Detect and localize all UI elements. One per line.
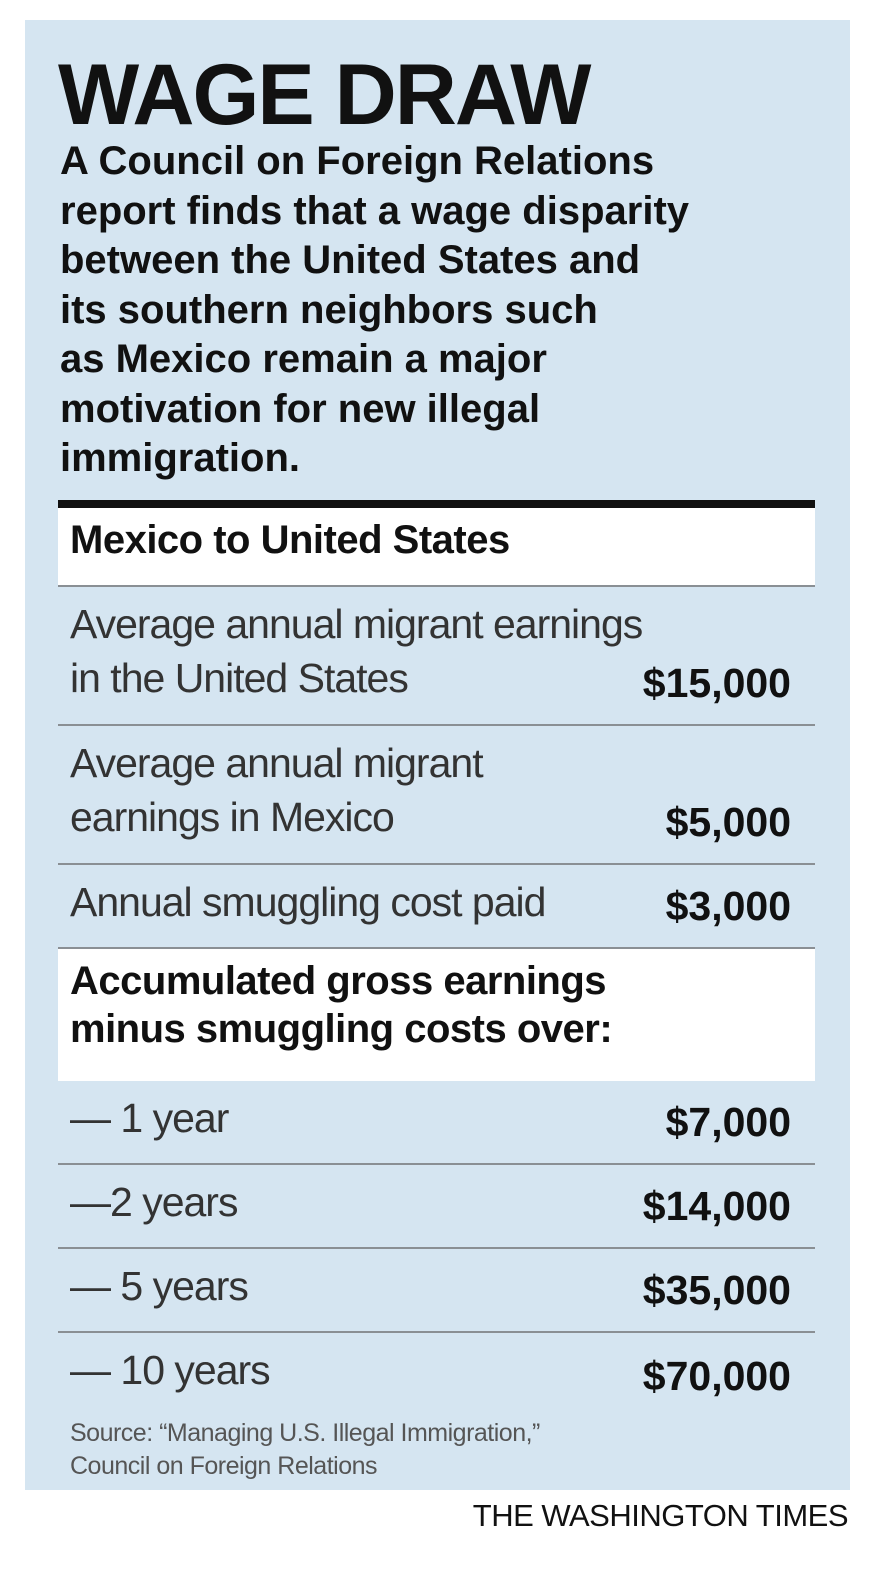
row-label: —2 years <box>70 1179 238 1225</box>
heading-line: Accumulated gross earnings <box>70 959 607 1003</box>
section-heading: Mexico to United States <box>58 508 815 587</box>
row-label: — 1 year <box>70 1095 229 1141</box>
row-label: earnings in Mexico <box>70 794 395 840</box>
table-row: — 5 years $35,000 <box>58 1249 815 1333</box>
panel <box>25 20 850 1490</box>
section-heading: Accumulated gross earnings minus smugglin… <box>58 949 815 1081</box>
description-line: immigration. <box>60 436 301 480</box>
row-value: $35,000 <box>642 1267 791 1313</box>
table: Mexico to United States Average annual mi… <box>58 508 815 1417</box>
table-row: Average annual migrant earnings in the Un… <box>58 587 815 726</box>
source-line: Source: “Managing U.S. Illegal Immigrati… <box>70 1419 540 1447</box>
description-line: between the United States and <box>60 238 641 282</box>
heading-line: minus smuggling costs over: <box>70 1007 613 1051</box>
row-label: in the United States <box>70 655 409 701</box>
description-line: as Mexico remain a major <box>60 337 547 381</box>
description: A Council on Foreign Relations report fin… <box>60 137 689 484</box>
table-row: — 10 years $70,000 <box>58 1333 815 1417</box>
row-value: $3,000 <box>665 883 791 929</box>
title: WAGE DRAW <box>58 47 591 143</box>
row-label: — 5 years <box>70 1263 249 1309</box>
heading-line: Mexico to United States <box>70 518 510 562</box>
source-line: Council on Foreign Relations <box>70 1452 378 1480</box>
description-line: report finds that a wage disparity <box>60 188 690 233</box>
row-value: $7,000 <box>665 1099 791 1145</box>
source: Source: “Managing U.S. Illegal Immigrati… <box>70 1417 540 1483</box>
table-row: — 1 year $7,000 <box>58 1081 815 1165</box>
row-label: Annual smuggling cost paid <box>70 879 546 925</box>
table-row: Annual smuggling cost paid $3,000 <box>58 865 815 949</box>
row-value: $5,000 <box>665 799 791 845</box>
table-row: Average annual migrant earnings in Mexico… <box>58 726 815 865</box>
row-value: $70,000 <box>642 1353 791 1399</box>
description-line: A Council on Foreign Relations <box>60 139 655 183</box>
row-label: Average annual migrant earnings <box>70 601 643 647</box>
credit: THE WASHINGTON TIMES <box>472 1498 849 1533</box>
row-value: $14,000 <box>642 1183 791 1229</box>
row-value: $15,000 <box>642 660 791 706</box>
rule <box>58 500 815 508</box>
description-line: motivation for new illegal <box>60 386 541 431</box>
description-line: its southern neighbors such <box>60 287 598 332</box>
row-label: — 10 years <box>70 1347 271 1393</box>
row-label: Average annual migrant <box>70 740 484 786</box>
table-row: —2 years $14,000 <box>58 1165 815 1249</box>
